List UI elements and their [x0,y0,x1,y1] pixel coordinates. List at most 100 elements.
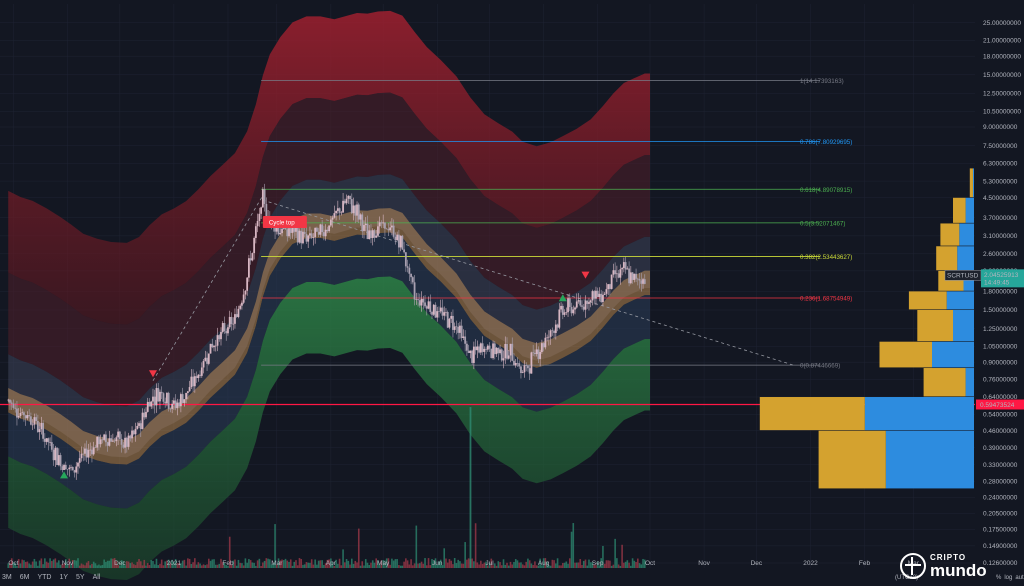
volume-bar [91,563,93,568]
candle-body [394,236,397,241]
candle-body [568,298,571,308]
volume-bar [406,560,409,568]
price-tick-label: 0.24000000 [983,494,1018,501]
volume-bar [307,562,309,568]
candle-body [492,343,494,359]
volume-bar [370,562,372,568]
candle-body [450,315,453,319]
volume-bar [459,561,461,568]
volume-bar [235,565,238,568]
timeframe-all[interactable]: All [92,574,101,581]
volume-bar [110,558,112,568]
volume-bar [513,561,515,568]
volume-bar [152,560,154,568]
candle-body [302,231,304,244]
candle-body [138,423,140,426]
time-axis[interactable]: Oct Nov Dec 2021 Feb Mar Apr May Jun Jul Aug Sep Oct… [8,560,919,567]
timezone-label[interactable]: (UTC+8) [895,575,919,581]
candle-body [253,237,256,254]
volume-bar [282,560,285,568]
candle-body [584,301,587,310]
volume-bar [242,565,245,568]
candle-body [561,305,564,315]
scale-button-auto[interactable]: auto [1015,575,1024,581]
candle-body [619,269,622,278]
candle-body [349,195,351,200]
candle-body [507,355,510,359]
time-tick-label: Dec [114,560,126,567]
candle-body [148,401,151,407]
volume-bar [565,561,568,568]
volume-bar [621,544,623,568]
volume-bar [560,565,562,568]
volume-bar [363,565,365,568]
band-gray [8,174,651,458]
volume-bar [221,562,224,568]
timeframe-5y[interactable]: 5Y [76,574,85,581]
candle-body [153,396,156,406]
volume-bar [425,565,428,568]
volume-bar [269,559,271,568]
volume-bar [319,560,322,568]
candle-body [328,225,331,232]
volume-bar [596,561,599,568]
band-blue [8,232,651,509]
candle-body [92,447,95,455]
candle-body [408,267,411,274]
profile-sell-bar [885,430,974,489]
candle-body [525,365,528,366]
volume-bar [71,560,74,568]
volume-bar [602,545,604,568]
profile-buy-bar [759,397,865,431]
volume-bar [58,560,60,568]
candle-body [309,233,311,236]
fibonacci-retracement[interactable]: 1(14.17393163) 0.786(7.80929695) 0.618(4.8… [261,78,852,370]
volume-bar [131,562,133,568]
candle-body [628,268,630,284]
timeframe-6m[interactable]: 6M [19,574,30,581]
candle-body [125,437,128,447]
candle-body [31,424,34,426]
volume-bar [253,562,255,568]
candle-body [146,401,149,412]
volume-bar [291,565,294,568]
volume-bar [344,562,346,568]
volume-bar [398,565,400,568]
scale-button-log[interactable]: log [1004,575,1013,581]
timeframe-3m[interactable]: 3M [2,574,12,581]
candle-body [199,374,201,376]
fib-level-label: 0.236(1.68754949) [800,295,852,302]
candle-body [47,438,50,443]
candle-body [542,343,545,348]
candle-body [321,224,324,233]
volume-bar [70,563,72,568]
volume-bar [51,560,53,568]
volume-bar [359,565,362,568]
candle-body [221,323,224,333]
price-tick-label: 3.10000000 [983,233,1018,240]
price-tick-label: 0.39000000 [983,445,1018,452]
volume-bar [593,564,596,568]
candle-body [89,449,92,451]
candle-body [410,273,412,278]
candle-body [183,399,186,403]
volume-bar [45,561,48,568]
volume-bar [204,565,207,568]
candle-body [488,345,491,349]
candle-body [131,430,133,439]
candle-body [546,337,549,339]
volume-bar [603,563,606,568]
volume-bar [101,564,104,568]
price-axis[interactable]: 25.00000000 21.00000000 18.00000000 15.0000… [944,20,1024,567]
timeframe-1y[interactable]: 1Y [59,574,69,581]
candle-body [23,412,25,416]
candle-body [642,279,644,284]
candle-body [577,300,580,302]
candle-body [166,392,168,404]
timeframe-ytd[interactable]: YTD [37,574,52,581]
volume-bar [129,563,132,568]
scale-button-percent[interactable]: % [996,575,1002,581]
volume-bar [267,558,269,568]
volume-bar [237,559,240,568]
